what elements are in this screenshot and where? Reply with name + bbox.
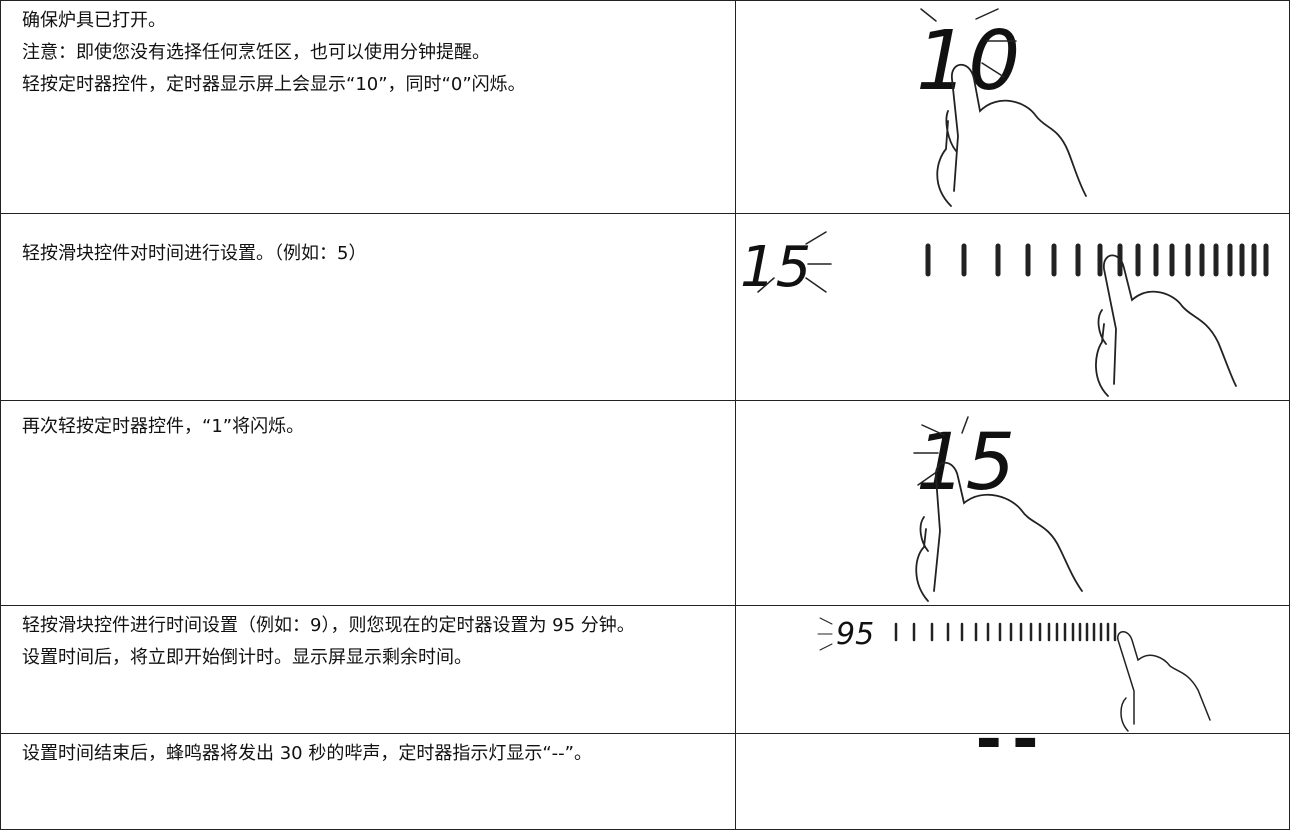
text-cell: 设置时间结束后，蜂鸣器将发出 30 秒的哔声，定时器指示灯显示“--”。 <box>0 733 736 830</box>
finger <box>1095 254 1237 397</box>
paragraph: 注意：即使您没有选择任何烹饪区，也可以使用分钟提醒。 <box>22 42 490 63</box>
illustration: -- <box>975 734 1048 777</box>
finger <box>1117 631 1211 732</box>
illustration: 15 <box>913 416 1083 602</box>
display-digits: 15 <box>916 418 1015 508</box>
blink-rays <box>817 617 833 651</box>
paragraph: 设置时间结束后，蜂鸣器将发出 30 秒的哔声，定时器指示灯显示“--”。 <box>22 743 592 764</box>
image-cell: 95 <box>735 605 1290 734</box>
finger <box>936 63 1087 207</box>
image-cell: 15 <box>735 213 1290 401</box>
row: 确保炉具已打开。 注意：即使您没有选择任何烹饪区，也可以使用分钟提醒。 轻按定时… <box>0 0 1290 214</box>
display-digits: -- <box>975 734 1048 777</box>
text-cell: 确保炉具已打开。 注意：即使您没有选择任何烹饪区，也可以使用分钟提醒。 轻按定时… <box>0 0 736 214</box>
paragraph: 再次轻按定时器控件，“1”将闪烁。 <box>22 416 305 437</box>
row: 轻按滑块控件进行时间设置（例如：9），则您现在的定时器设置为 95 分钟。 设置… <box>0 605 1290 734</box>
finger <box>915 461 1083 602</box>
row: 轻按滑块控件对时间进行设置。（例如：5） 15 <box>0 213 1290 401</box>
text-cell: 轻按滑块控件对时间进行设置。（例如：5） <box>0 213 736 401</box>
image-cell: 10 <box>735 0 1290 214</box>
blink-rays <box>913 416 969 486</box>
row: 设置时间结束后，蜂鸣器将发出 30 秒的哔声，定时器指示灯显示“--”。 -- <box>0 733 1290 830</box>
paragraph: 轻按滑块控件进行时间设置（例如：9），则您现在的定时器设置为 95 分钟。 <box>22 615 635 636</box>
display-digits: 15 <box>740 235 811 300</box>
slider <box>894 622 1117 642</box>
display-digits: 95 <box>836 617 874 652</box>
illustration: 15 <box>740 231 1269 397</box>
text-cell: 再次轻按定时器控件，“1”将闪烁。 <box>0 400 736 606</box>
blink-rays <box>757 231 832 293</box>
slider <box>925 243 1269 277</box>
paragraph: 确保炉具已打开。 <box>22 10 166 31</box>
blink-rays <box>920 8 1017 78</box>
illustration: 95 <box>817 617 1211 732</box>
illustration: 10 <box>916 8 1087 207</box>
display-digits: 10 <box>916 14 1020 109</box>
paragraph: 轻按定时器控件，定时器显示屏上会显示“10”，同时“0”闪烁。 <box>22 74 526 95</box>
image-cell: -- <box>735 733 1290 830</box>
text-cell: 轻按滑块控件进行时间设置（例如：9），则您现在的定时器设置为 95 分钟。 设置… <box>0 605 736 734</box>
paragraph: 设置时间后，将立即开始倒计时。显示屏显示剩余时间。 <box>22 647 472 668</box>
row: 再次轻按定时器控件，“1”将闪烁。 15 <box>0 400 1290 606</box>
paragraph: 轻按滑块控件对时间进行设置。（例如：5） <box>22 243 367 264</box>
image-cell: 15 <box>735 400 1290 606</box>
